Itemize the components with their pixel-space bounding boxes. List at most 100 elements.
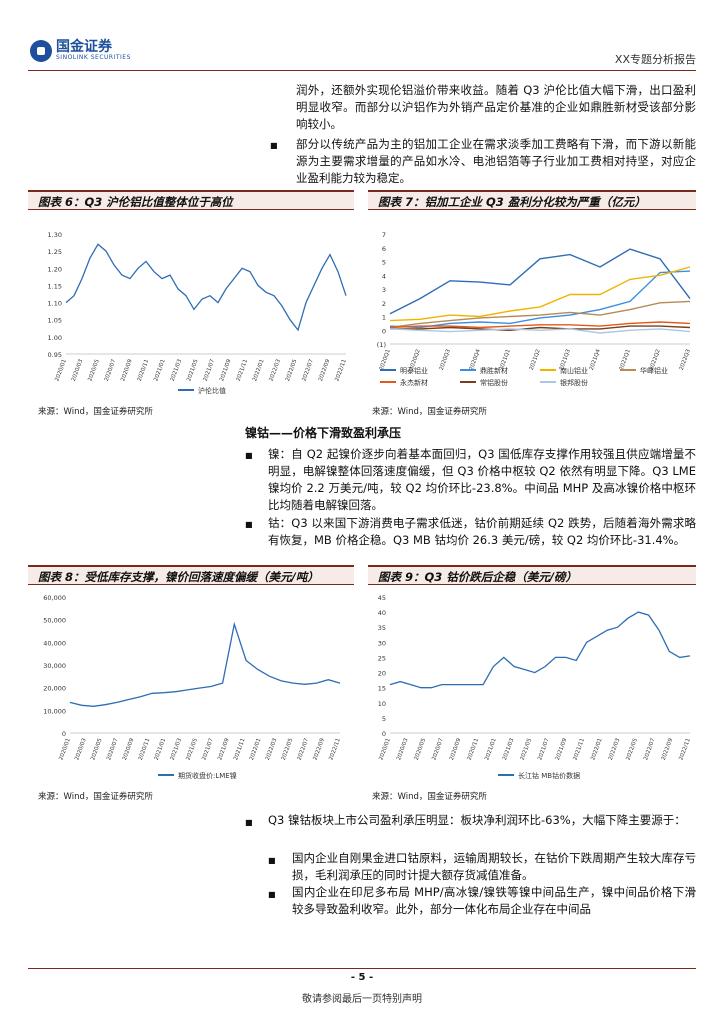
fig6-title: 图表 6：Q3 沪伦铝比值整体位于高位 — [28, 190, 354, 210]
x-tick-label: 2021/09 — [555, 737, 569, 761]
y-tick-label: 1.25 — [48, 248, 62, 256]
x-tick-label: 2020/11 — [138, 738, 151, 762]
header-divider — [28, 70, 696, 71]
logo-text-cn: 国金证券 — [56, 39, 112, 55]
x-tick-label: 2021/03 — [170, 358, 184, 382]
y-tick-label: 60,000 — [43, 594, 66, 602]
bullet-icon: ■ — [245, 818, 253, 827]
x-tick-label: 2020/05 — [90, 737, 104, 761]
fig7-legend-label: 明泰铝业 — [400, 366, 428, 375]
y-tick-label: 1.20 — [48, 265, 62, 273]
sub-bullet-1: 国内企业自刚果金进口钴原料，运输周期较长，在钴价下跌周期产生较大库存亏损，毛利润… — [292, 851, 696, 882]
nickel-paragraph: 镍：自 Q2 起镍价逐步向着基本面回归，Q3 国低库存支撑作用较强且供应端增量不… — [268, 447, 696, 512]
x-tick-label: 2022/07 — [297, 737, 311, 761]
y-tick-label: (1) — [377, 341, 386, 349]
y-tick-label: 20,000 — [43, 685, 66, 693]
fig7-series-line — [390, 325, 691, 332]
x-tick-label: 2022/11 — [678, 738, 691, 762]
y-tick-label: 50,000 — [43, 617, 66, 625]
x-tick-label: 2021/07 — [537, 737, 551, 761]
section-title: 镍钴——价格下滑致盈利承压 — [245, 426, 402, 440]
x-tick-label: 2021/09 — [217, 737, 231, 761]
y-tick-label: 45 — [378, 594, 386, 602]
y-tick-label: 25 — [378, 654, 386, 662]
sub-bullet-2: 国内企业在印尼多布局 MHP/高冰镍/镍铁等镍中间品生产，镍中间品价格下滑较多导… — [292, 885, 696, 916]
fig7-series-line — [389, 321, 691, 329]
fig8-chart: 60,00050,00040,00030,00020,00010,0000202… — [43, 594, 342, 780]
x-tick-label: 2021/09 — [219, 358, 233, 382]
bullet-icon: ■ — [245, 451, 253, 460]
bullet-icon: ■ — [245, 520, 253, 529]
fig9-title: 图表 9：Q3 钴价跌后企稳（美元/磅） — [368, 565, 696, 585]
x-tick-label: 2022/07 — [643, 737, 657, 761]
x-tick-label: 2020Q1 — [379, 349, 392, 372]
fig6-legend-label: 沪伦比值 — [198, 386, 226, 395]
x-tick-label: 2021/11 — [233, 738, 246, 762]
summary-bullet: Q3 镍钴板块上市公司盈利承压明显：板块净利润环比-63%，大幅下降主要源于： — [268, 813, 686, 827]
logo-text-en: SINOLINK SECURITIES — [56, 54, 131, 61]
x-tick-label: 2021/07 — [201, 737, 215, 761]
x-tick-label: 2020/11 — [137, 359, 150, 383]
x-tick-label: 2021/11 — [236, 359, 249, 383]
fig8-legend-label: 期货收盘价:LME镍 — [178, 771, 237, 780]
fig9-legend-label: 长江钴 MB钴价数据 — [518, 771, 580, 780]
disclaimer: 敬请参阅最后一页特别声明 — [302, 994, 422, 1005]
fig7-source: 来源：Wind，国金证券研究所 — [372, 407, 487, 417]
y-tick-label: 1.05 — [48, 317, 62, 325]
fig7-legend-label: 华峰铝业 — [640, 366, 668, 375]
x-tick-label: 2022Q3 — [679, 348, 692, 371]
y-tick-label: 1 — [382, 314, 386, 322]
x-tick-label: 2022/05 — [285, 358, 299, 382]
x-tick-label: 2021/05 — [186, 358, 200, 382]
y-tick-label: 20 — [378, 670, 386, 678]
y-tick-label: 5 — [382, 259, 386, 267]
y-tick-label: 7 — [382, 231, 386, 239]
y-tick-label: 35 — [378, 624, 386, 632]
y-tick-label: 10,000 — [43, 707, 66, 715]
x-tick-label: 2021/07 — [203, 358, 217, 382]
x-tick-label: 2020/11 — [467, 738, 480, 762]
x-tick-label: 2020/09 — [120, 358, 134, 382]
x-tick-label: 2020/01 — [58, 738, 71, 762]
fig7-title: 图表 7：铝加工企业 Q3 盈利分化较为严重（亿元） — [368, 190, 696, 210]
fig6-source: 来源：Wind，国金证券研究所 — [38, 407, 153, 417]
x-tick-label: 2021/11 — [573, 738, 586, 762]
x-tick-label: 2021/03 — [502, 737, 516, 761]
y-tick-label: 4 — [382, 272, 386, 280]
x-tick-label: 2022/03 — [608, 737, 622, 761]
y-tick-label: 15 — [378, 685, 386, 693]
y-tick-label: 1.30 — [48, 231, 62, 239]
intro-paragraph: 润外，还额外实现伦铝溢价带来收益。随着 Q3 沪伦比值大幅下滑，出口盈利明显收窄… — [296, 83, 696, 131]
intro-bullet: 部分以传统产品为主的铝加工企业在需求淡季加工费略有下滑，而下游以新能源为主要需求… — [296, 137, 696, 185]
y-tick-label: 40 — [378, 609, 386, 617]
x-tick-label: 2022/09 — [313, 737, 327, 761]
fig8-series-line — [69, 621, 341, 707]
footer-divider — [28, 968, 696, 969]
x-tick-label: 2022/09 — [318, 358, 332, 382]
y-tick-label: 3 — [382, 286, 386, 294]
page-number: - 5 - — [350, 972, 374, 983]
x-tick-label: 2022/03 — [269, 358, 283, 382]
y-tick-label: 30 — [378, 639, 386, 647]
x-tick-label: 2021/03 — [170, 737, 184, 761]
x-tick-label: 2022/01 — [590, 738, 603, 762]
y-tick-label: 1.10 — [48, 300, 62, 308]
fig7-legend-label: 永杰新材 — [400, 378, 428, 387]
x-tick-label: 2020/01 — [54, 359, 67, 383]
y-tick-label: 0 — [382, 327, 386, 335]
sub-bullet-icon: ■ — [268, 890, 276, 899]
fig7-legend-label: 鼎胜新材 — [480, 366, 508, 375]
y-tick-label: 40,000 — [43, 639, 66, 647]
fig8-source: 来源：Wind，国金证券研究所 — [38, 792, 153, 802]
x-tick-label: 2022/11 — [328, 738, 341, 762]
x-tick-label: 2020/05 — [414, 737, 428, 761]
y-tick-label: 0 — [382, 730, 386, 738]
x-tick-label: 2021/01 — [484, 738, 497, 762]
fig7-series-line — [389, 266, 691, 322]
y-tick-label: 30,000 — [43, 662, 66, 670]
y-tick-label: 0 — [62, 730, 66, 738]
x-tick-label: 2020/03 — [396, 737, 410, 761]
sub-bullet-icon: ■ — [268, 856, 276, 865]
